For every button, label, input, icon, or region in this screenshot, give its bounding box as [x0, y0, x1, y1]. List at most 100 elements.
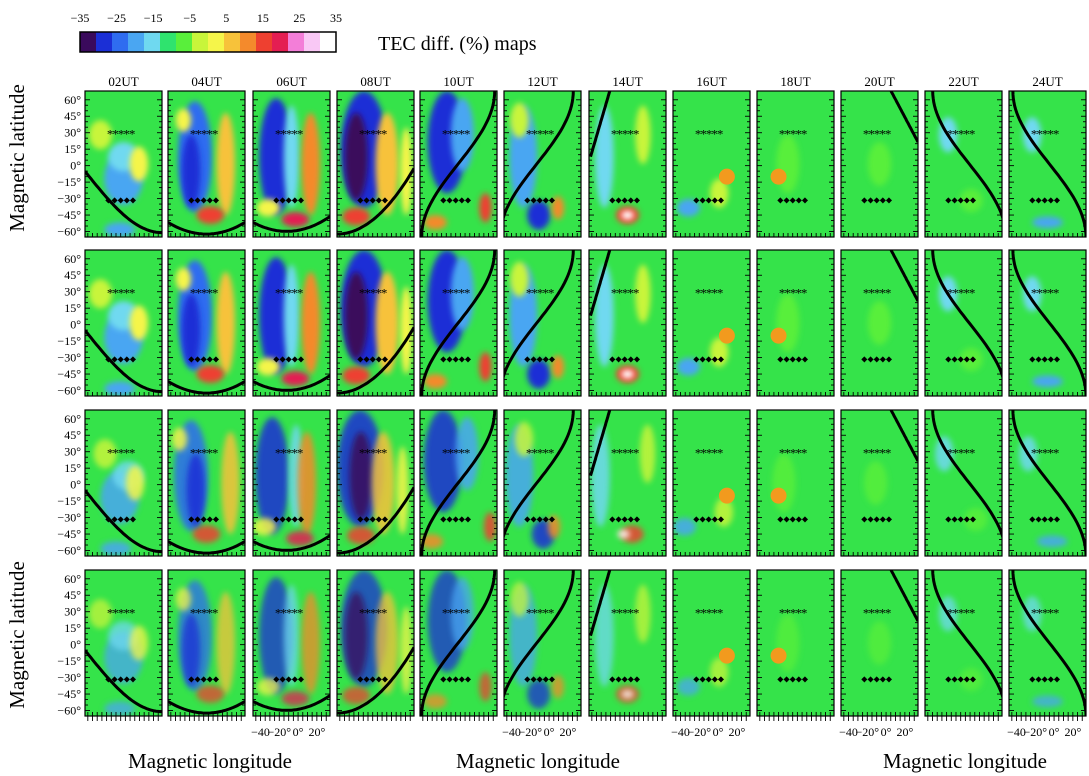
colorbar-tick-label: 15: [257, 11, 269, 25]
anomaly-region: [484, 512, 496, 541]
star-markers: *****: [190, 606, 218, 621]
anomaly-region: [595, 265, 613, 367]
anomaly-region: [176, 588, 191, 611]
star-markers: *****: [611, 286, 639, 301]
diamond-markers: ◆◆◆◆◆: [105, 196, 137, 205]
star-markers: *****: [107, 606, 135, 621]
anomaly-region: [479, 672, 491, 701]
y-tick-label: 60°: [64, 572, 81, 586]
anomaly-region: [302, 113, 320, 215]
x-tick-label: −20°: [268, 725, 292, 739]
y-tick-label: −60°: [57, 225, 81, 239]
star-markers: *****: [863, 286, 891, 301]
panel-field: ***** ◆◆◆◆◆: [1009, 410, 1086, 556]
anomaly-region: [527, 201, 550, 230]
star-markers: *****: [107, 127, 135, 142]
xlabel-right: Magnetic longitude: [883, 749, 1047, 773]
star-markers: *****: [947, 446, 975, 461]
column-header: 22UT: [948, 74, 978, 89]
colorbar-tick-label: 35: [330, 11, 342, 25]
panel-field: ***** ◆◆◆◆◆: [420, 410, 497, 556]
anomaly-region: [196, 685, 224, 703]
orange-dot-marker: [719, 648, 735, 664]
y-tick-label: 15°: [64, 621, 81, 635]
panel-field: ***** ◆◆◆◆◆: [589, 410, 666, 556]
column-header: 02UT: [108, 74, 138, 89]
panel-22UT-row3: *****◆◆◆◆◆: [925, 410, 1006, 556]
panel-field: ***** ◆◆◆◆◆: [500, 570, 581, 716]
anomaly-region: [342, 208, 370, 226]
panel-field: ***** ◆◆◆◆◆: [841, 91, 918, 237]
diamond-markers: ◆◆◆◆◆: [861, 196, 893, 205]
y-tick-label: −15°: [57, 334, 81, 348]
panel-02UT-row4: *****◆◆◆◆◆60°45°30°15°0°−15°−30°−45°−60°: [57, 570, 162, 721]
orange-dot-marker: [771, 648, 787, 664]
x-tick-label: −20°: [856, 725, 880, 739]
panel-field: ***** ◆◆◆◆◆: [673, 410, 750, 556]
anomaly-region: [527, 680, 550, 709]
panel-14UT-row3: ***** ◆◆◆◆◆: [589, 410, 666, 556]
anomaly-region: [217, 592, 235, 694]
panel-06UT-row3: *****◆◆◆◆◆: [253, 410, 330, 556]
star-markers: *****: [695, 606, 723, 621]
star-markers: *****: [611, 127, 639, 142]
colorbar-swatch: [80, 32, 97, 52]
diamond-markers: ◆◆◆◆◆: [693, 515, 725, 524]
panel-10UT-row1: *****◆◆◆◆◆10UT: [420, 74, 497, 237]
panel-field: ***** ◆◆◆◆◆: [925, 250, 1006, 396]
colorbar-tick-label: −35: [71, 11, 90, 25]
column-header: 18UT: [780, 74, 810, 89]
diamond-markers: ◆◆◆◆◆: [357, 675, 389, 684]
colorbar-swatch: [128, 32, 145, 52]
panel-field: ***** ◆◆◆◆◆: [168, 570, 245, 716]
colorbar-title: TEC diff. (%) maps: [378, 33, 537, 55]
column-header: 24UT: [1032, 74, 1062, 89]
panel-field: ***** ◆◆◆◆◆: [673, 250, 750, 396]
panel-field: ***** ◆◆◆◆◆: [85, 91, 162, 237]
colorbar-swatch: [96, 32, 113, 52]
y-tick-label: −30°: [57, 351, 81, 365]
panel-06UT-row4: *****◆◆◆◆◆−40−20° 0° 20°: [251, 570, 330, 739]
colorbar-swatch: [288, 32, 305, 52]
y-tick-label: 60°: [64, 412, 81, 426]
panel-grid: *****◆◆◆◆◆02UT60°45°30°15°0°−15°−30°−45°…: [57, 74, 1086, 739]
anomaly-region: [479, 352, 491, 381]
anomaly-region: [621, 211, 633, 220]
colorbar-tick-label: 5: [223, 11, 229, 25]
y-tick-label: 45°: [64, 109, 81, 123]
ylabel-top: Magnetic latitude: [5, 84, 29, 232]
colorbar-swatch: [224, 32, 241, 52]
column-header: 08UT: [360, 74, 390, 89]
panel-24UT-row2: *****◆◆◆◆◆: [1009, 250, 1086, 396]
star-markers: *****: [526, 286, 554, 301]
anomaly-region: [217, 113, 235, 215]
orange-dot-marker: [771, 488, 787, 504]
colorbar-swatch: [240, 32, 257, 52]
panel-16UT-row3: ***** ◆◆◆◆◆: [673, 410, 750, 556]
diamond-markers: ◆◆◆◆◆: [945, 355, 977, 364]
anomaly-region: [1032, 696, 1063, 708]
panel-field: ***** ◆◆◆◆◆: [337, 410, 414, 556]
star-markers: *****: [190, 446, 218, 461]
diamond-markers: ◆◆◆◆◆: [357, 196, 389, 205]
xlabel-left: Magnetic longitude: [128, 749, 292, 773]
star-markers: *****: [947, 606, 975, 621]
star-markers: *****: [359, 286, 387, 301]
panel-20UT-row2: *****◆◆◆◆◆: [841, 250, 918, 396]
colorbar-swatch: [272, 32, 289, 52]
panel-08UT-row3: *****◆◆◆◆◆: [337, 410, 414, 556]
panel-18UT-row3: *****◆◆◆◆◆: [757, 410, 834, 556]
panel-field: ***** ◆◆◆◆◆: [757, 410, 834, 556]
anomaly-region: [281, 212, 309, 227]
column-header: 16UT: [696, 74, 726, 89]
star-markers: *****: [863, 606, 891, 621]
star-markers: *****: [359, 446, 387, 461]
panel-10UT-row3: *****◆◆◆◆◆: [420, 410, 497, 556]
panel-22UT-row4: *****◆◆◆◆◆: [925, 570, 1006, 721]
diamond-markers: ◆◆◆◆◆: [609, 515, 641, 524]
column-header: 04UT: [191, 74, 221, 89]
star-markers: *****: [695, 127, 723, 142]
anomaly-region: [424, 374, 447, 389]
y-tick-label: 0°: [70, 478, 81, 492]
